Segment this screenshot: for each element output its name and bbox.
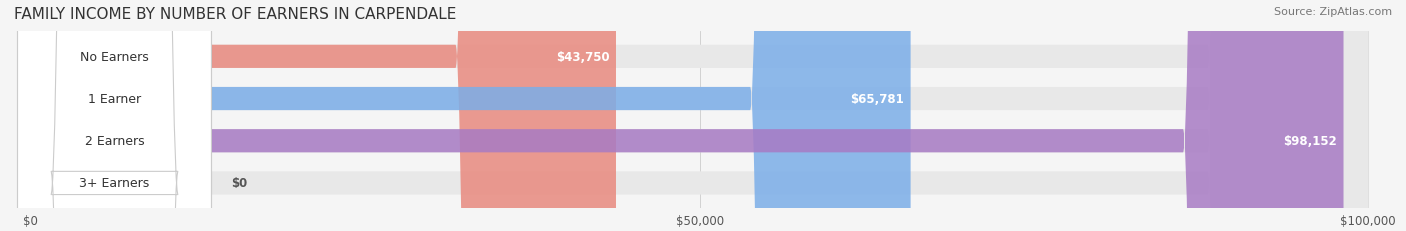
FancyBboxPatch shape xyxy=(17,0,211,231)
Text: Source: ZipAtlas.com: Source: ZipAtlas.com xyxy=(1274,7,1392,17)
FancyBboxPatch shape xyxy=(31,0,1344,231)
Text: FAMILY INCOME BY NUMBER OF EARNERS IN CARPENDALE: FAMILY INCOME BY NUMBER OF EARNERS IN CA… xyxy=(14,7,457,22)
Text: No Earners: No Earners xyxy=(80,51,149,64)
FancyBboxPatch shape xyxy=(31,0,616,231)
Text: 1 Earner: 1 Earner xyxy=(89,93,141,106)
FancyBboxPatch shape xyxy=(31,0,1368,231)
FancyBboxPatch shape xyxy=(17,0,211,231)
Text: $43,750: $43,750 xyxy=(555,51,609,64)
Text: 3+ Earners: 3+ Earners xyxy=(79,177,149,190)
FancyBboxPatch shape xyxy=(31,0,911,231)
Text: $98,152: $98,152 xyxy=(1284,135,1337,148)
Text: $65,781: $65,781 xyxy=(851,93,904,106)
FancyBboxPatch shape xyxy=(17,0,211,231)
FancyBboxPatch shape xyxy=(31,0,1368,231)
FancyBboxPatch shape xyxy=(31,0,1368,231)
Text: $0: $0 xyxy=(232,177,247,190)
Text: 2 Earners: 2 Earners xyxy=(84,135,145,148)
FancyBboxPatch shape xyxy=(31,0,1368,231)
FancyBboxPatch shape xyxy=(17,0,211,231)
